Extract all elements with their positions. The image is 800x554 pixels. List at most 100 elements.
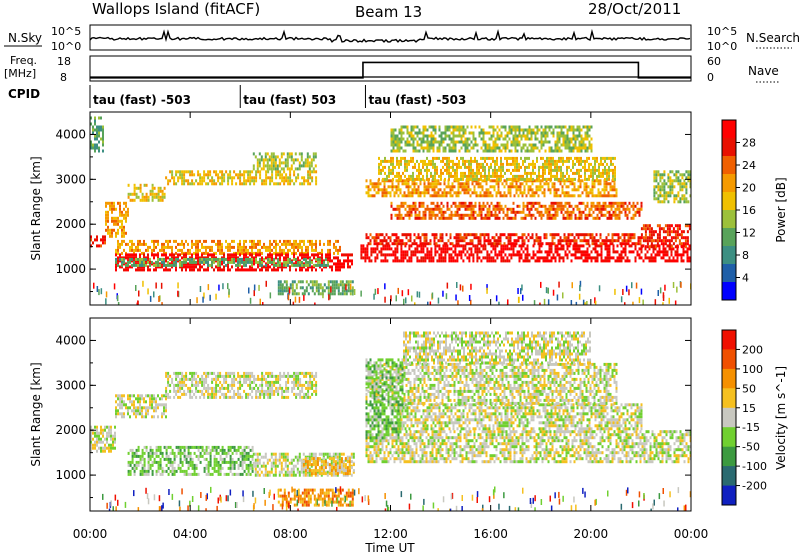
power-cell-band-10 <box>404 250 407 254</box>
power-cell-band-17 <box>667 179 670 183</box>
power-cell-band-10 <box>364 259 367 263</box>
power-cell-band-6 <box>263 242 265 246</box>
power-cell-band-6 <box>205 248 207 252</box>
power-cell-band-15 <box>570 128 573 132</box>
power-cell-band-15 <box>462 128 465 132</box>
power-cell-band-0 <box>90 244 92 248</box>
power-cell-band-6 <box>191 245 193 249</box>
power-cell-band-10 <box>526 259 529 263</box>
power-cell-band-15 <box>542 143 545 147</box>
power-cell-band-9 <box>305 286 308 290</box>
power-cell-band-12 <box>398 210 401 214</box>
power-cell-band-7 <box>275 256 277 260</box>
power-cell-band-13 <box>397 182 400 186</box>
power-cell-band-15 <box>530 149 533 153</box>
power-cell-band-13 <box>549 191 552 195</box>
power-cell-band-14 <box>488 177 490 181</box>
power-cell-band-8 <box>237 263 239 267</box>
power-cell-band-15 <box>428 146 431 150</box>
power-cell-band-10 <box>586 247 589 251</box>
power-cell-band-13 <box>407 191 410 195</box>
power-cell-band-12 <box>558 201 561 205</box>
power-cell-band-14 <box>554 177 556 181</box>
power-cell-band-7 <box>351 253 353 257</box>
power-cell-band-15 <box>512 134 515 138</box>
power-cell-band-3 <box>305 179 308 183</box>
power-cell-band-11 <box>537 239 540 243</box>
power-cell-band-10 <box>684 250 687 254</box>
power-cell-band-14 <box>454 168 456 172</box>
power-cell-band-12 <box>618 207 621 211</box>
power-cell-band-10 <box>652 256 655 260</box>
power-cell-band-0 <box>102 241 104 245</box>
power-cell-band-10 <box>562 259 565 263</box>
power-cell-band-12 <box>540 213 543 217</box>
power-cell-band-15 <box>532 149 535 153</box>
power-cell-band-12 <box>512 207 515 211</box>
power-cell-band-7 <box>335 268 337 272</box>
power-cell-band-13 <box>493 185 496 189</box>
power-cell-band-12 <box>414 207 417 211</box>
power-cell-band-17 <box>659 176 662 180</box>
power-cell-band-13 <box>389 185 392 189</box>
power-cell-band-15 <box>560 125 563 129</box>
power-cell-band-3 <box>281 176 284 180</box>
power-cell-band-15 <box>554 149 557 153</box>
power-cell-band-6 <box>335 239 337 243</box>
power-cell-band-11 <box>497 236 500 240</box>
power-cell-band-3 <box>211 179 214 183</box>
power-cell-band-10 <box>602 259 605 263</box>
power-cell-band-2 <box>141 198 144 202</box>
power-cell-band-11 <box>419 239 422 243</box>
power-cell-band-6 <box>299 242 301 246</box>
power-cell-band-7 <box>193 265 195 269</box>
power-cell-band-3 <box>197 173 200 177</box>
power-cell-band-10 <box>590 259 593 263</box>
power-cell-band-14 <box>552 159 554 163</box>
power-cell-band-15 <box>446 143 449 147</box>
power-cell-band-10 <box>682 253 685 257</box>
power-cell-band-11 <box>519 236 522 240</box>
power-cell-band-6 <box>227 245 229 249</box>
power-cell-band-1 <box>113 207 115 211</box>
power-cell-band-14 <box>384 171 386 175</box>
power-cell-band-10 <box>366 256 369 260</box>
power-cell-band-10 <box>444 256 447 260</box>
power-cell-band-8 <box>269 257 271 261</box>
power-cell-band-8 <box>311 260 313 264</box>
power-cell-band-10 <box>572 253 575 257</box>
power-cell-band-13 <box>407 188 410 192</box>
power-cell-band-11 <box>569 233 572 237</box>
power-cell-band-4 <box>286 161 289 165</box>
power-cell-band-7 <box>153 268 155 272</box>
power-cell-band-10 <box>596 256 599 260</box>
power-cell-band-15 <box>452 140 455 144</box>
power-cell-band-7 <box>173 256 175 260</box>
power-cell-band-10 <box>472 256 475 260</box>
power-cell-band-4 <box>280 161 283 165</box>
power-cell-band-10 <box>594 247 597 251</box>
power-cell-band-12 <box>604 204 607 208</box>
power-cell-band-8 <box>283 260 285 264</box>
power-cell-band-17 <box>659 185 662 189</box>
power-cell-band-13 <box>449 188 452 192</box>
power-cell-band-1 <box>123 228 125 232</box>
power-cell-band-6 <box>329 248 331 252</box>
power-cell-band-15 <box>434 125 437 129</box>
power-cell-band-8 <box>131 263 133 267</box>
power-cell-band-10 <box>402 259 405 263</box>
power-cell-band-11 <box>591 236 594 240</box>
power-cell-band-10 <box>428 256 431 260</box>
power-cell-band-4 <box>276 167 279 171</box>
power-cell-band-4 <box>272 152 275 156</box>
power-cell-band-11 <box>449 242 452 246</box>
power-cell-band-11 <box>415 242 418 246</box>
power-cell-band-4 <box>276 164 279 168</box>
power-cell-band-0 <box>104 238 106 242</box>
power-cell-band-7 <box>203 268 205 272</box>
power-cell-band-1 <box>105 228 107 232</box>
power-cell-band-15 <box>454 125 457 129</box>
power-cell-band-12 <box>484 204 487 208</box>
power-cell-band-8 <box>199 260 201 264</box>
power-cell-band-12 <box>512 216 515 220</box>
